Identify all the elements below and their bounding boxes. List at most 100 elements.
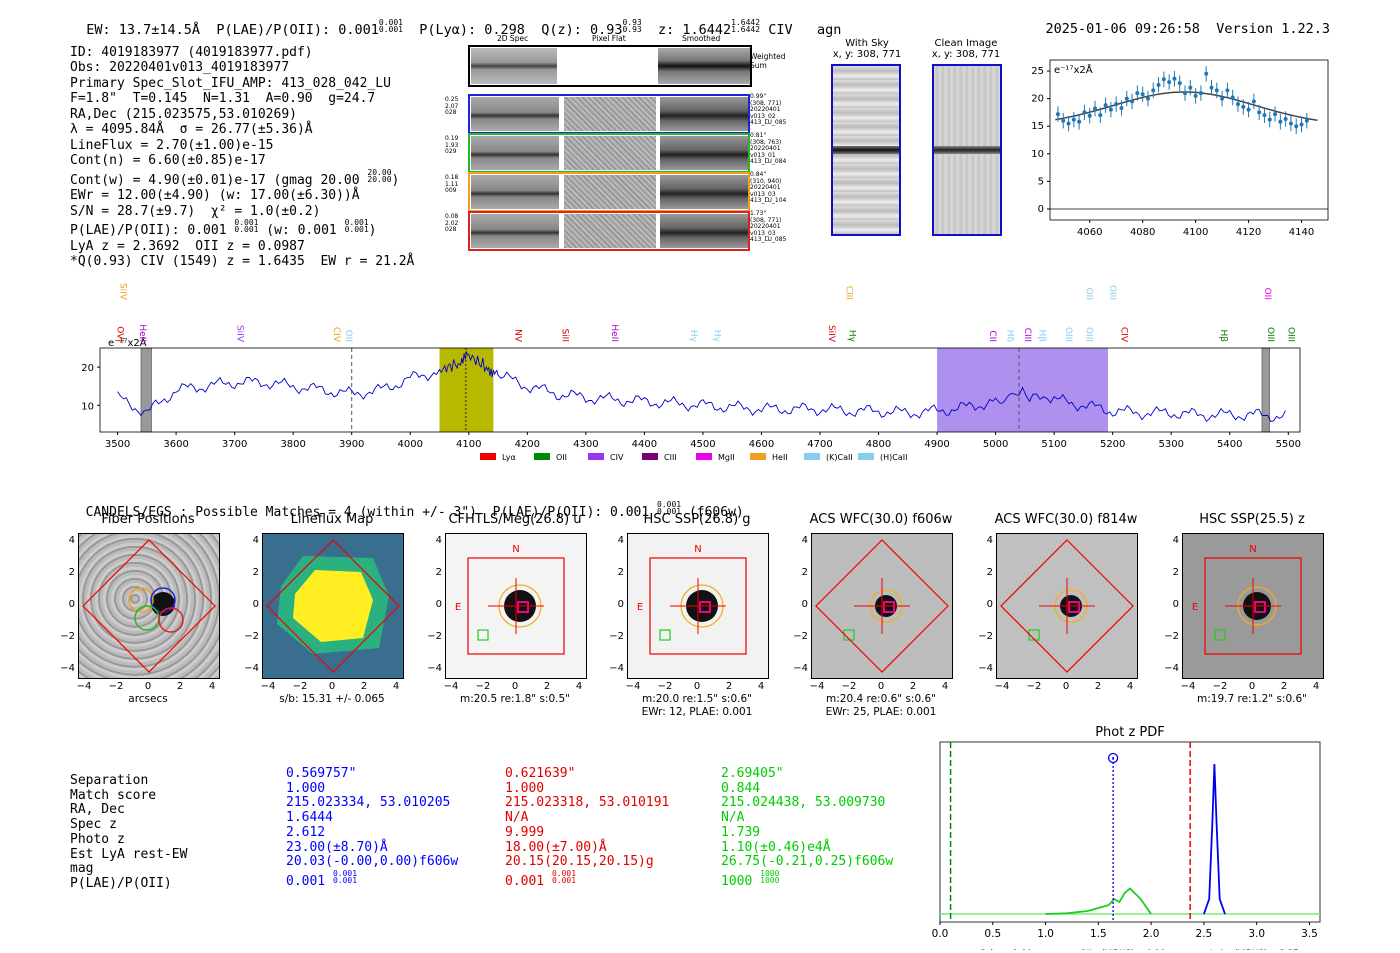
legend-label: CIV [610,453,624,462]
match-table-col2: 0.621639" 1.000 215.023318, 53.010191 N/A 9.… [505,766,669,890]
panel-ytick-label: 0 [801,599,808,610]
info-plae-w: (w: 0.001 [266,223,337,238]
spectral-line-label: OIII [1285,327,1295,342]
with-sky-title-text: With Sky [845,38,889,49]
spectral-line-label: OIII [1265,327,1275,342]
zoom-data-point [1257,110,1262,115]
header-z: z: 1.6442 [658,22,732,38]
legend-swatch [750,453,766,460]
match-table-cell: 9.999 [505,824,545,840]
with-sky-title: With Sky x, y: 308, 771 [822,38,912,60]
match-table-cell: 0.844 [721,780,761,796]
spectrum-ytick-label: 10 [81,401,94,412]
panel-xtick-label: 4 [208,681,216,692]
spectral-line-label: NV [513,329,523,343]
cutout-header-2dspec: 2D Spec [497,34,529,43]
info-plae-hi: 0.001 [234,218,259,227]
panel-title: Lineflux Map [290,512,374,527]
pdf-legend-label: LyA z (VIRUS) = 2.37 [1210,949,1299,950]
header-bar: EW: 13.7±14.5Å P(LAE)/P(OII): 0.001 0.001… [70,3,841,39]
clean-image-title-text: Clean Image [934,38,998,49]
zoom-xtick-label: 4100 [1183,227,1208,235]
panel-xtick-label: 4 [1126,681,1134,692]
zoom-xtick-label: 4080 [1130,227,1155,235]
cutout-row-right-label: 0.81" (308, 763) 20220401 v013_01 413_LU… [750,132,787,165]
matches-tail: (f606w) [688,505,744,520]
match-table-cell: N/A [721,810,745,826]
zoom-data-point [1135,91,1140,96]
info-contw-lo: 20.00 [367,174,392,184]
matches-line: CANDELS/EGS : Possible Matches = 4 (with… [70,486,744,521]
fiber-red [158,607,184,633]
legend-swatch [858,453,874,460]
match-table-cell: 20.15(20.15,20.15)g [505,854,654,870]
info-primary: Primary Spec_Slot_IFU_AMP: 413_028_042_L… [70,75,391,91]
spectral-line-label: OII [1262,288,1272,300]
panel-ytick-label: 4 [252,535,259,546]
zoom-data-point [1061,118,1066,123]
spectrum-line [117,350,1286,423]
panel-caption: s/b: 15.31 +/- 0.065 [279,693,385,705]
pdf-xtick-label: 1.0 [1037,928,1054,940]
match-table-plae-lo: 0.001 [551,875,577,885]
header-version: Version 1.22.3 [1216,21,1330,37]
legend-swatch [588,453,604,460]
match-table-cell: 18.00(±7.00)Å [505,839,607,855]
panel-ytick-label: 2 [68,567,75,578]
cutout-row-box [468,172,750,212]
pdf-xtick-label: 0.5 [984,928,1001,940]
matches-text: CANDELS/EGS : Possible Matches = 4 (with… [85,505,650,520]
panel-ytick-label: −2 [427,631,442,642]
cutout-pixelflat [564,97,656,131]
zoom-data-point [1172,76,1177,81]
panel-caption-2: EWr: 12, PLAE: 0.001 [641,706,753,718]
header-plae-hi: 0.001 [378,18,403,27]
panel-ytick-label: −2 [244,631,259,642]
lya-window-band [439,348,494,432]
panel-xtick-label: −2 [292,681,308,692]
neighbor-marker [843,629,855,641]
info-contw-text: Cont(w) = 4.90(±0.01)e-17 (gmag 20.00 [70,172,360,188]
match-table-plae-lo: 0.001 [332,875,358,885]
east-label: E [637,602,643,613]
legend-swatch [642,453,658,460]
panel-overlay: NE [1192,544,1302,655]
panel-image [78,533,220,679]
panel-ytick-label: 2 [1172,567,1179,578]
legend-label: OII [556,453,567,462]
ifu-footprint [1000,539,1134,673]
panel-ytick-label: −4 [978,663,993,674]
spectral-line-label: OIII [1063,327,1073,342]
spectrum-xtick-label: 3500 [105,439,130,450]
east-label: E [455,602,461,613]
panel-xtick-label: 2 [360,681,368,692]
match-table-cell: 0.001 0.001 0.001 [505,869,669,890]
spectrum-unit-label: e⁻¹⁷x2Å [108,336,147,349]
panel-ytick-label: 0 [1172,599,1179,610]
panel-ytick-label: 4 [1172,535,1179,546]
spectrum-xtick-label: 5400 [1217,439,1242,450]
ifu-footprint [266,539,400,673]
zoom-data-point [1288,121,1293,126]
match-table-cell: 1000 1000 1000 [721,869,893,890]
neighbor-marker [1028,629,1040,641]
pdf-series-green [1045,887,1152,915]
zoom-data-point [1066,121,1071,126]
panel-ytick-label: 0 [617,599,624,610]
spectrum-xtick-label: 5500 [1276,439,1301,450]
info-id: ID: 4019183977 (4019183977.pdf) [70,44,313,60]
match-table-label: mag [70,861,94,877]
match-table-plae-range: 0.001 0.001 [551,869,577,885]
panel-xtick-label: −2 [1026,681,1042,692]
lineflux-core [293,570,373,642]
cutout-smoothed [660,214,748,248]
cutout-row-left-label: 0.08 2.02 028 [445,213,459,233]
info-lineflux: LineFlux = 2.70(±1.00)e-15 [70,137,274,153]
match-table-cell: 0.569757" [286,766,357,781]
panel-ytick-label: −2 [1164,631,1179,642]
spectral-line-label: CII [987,330,997,342]
panel-ytick-label: 4 [68,535,75,546]
panel-xtick-label: −4 [260,681,276,692]
spectrum-xtick-label: 4600 [749,439,774,450]
